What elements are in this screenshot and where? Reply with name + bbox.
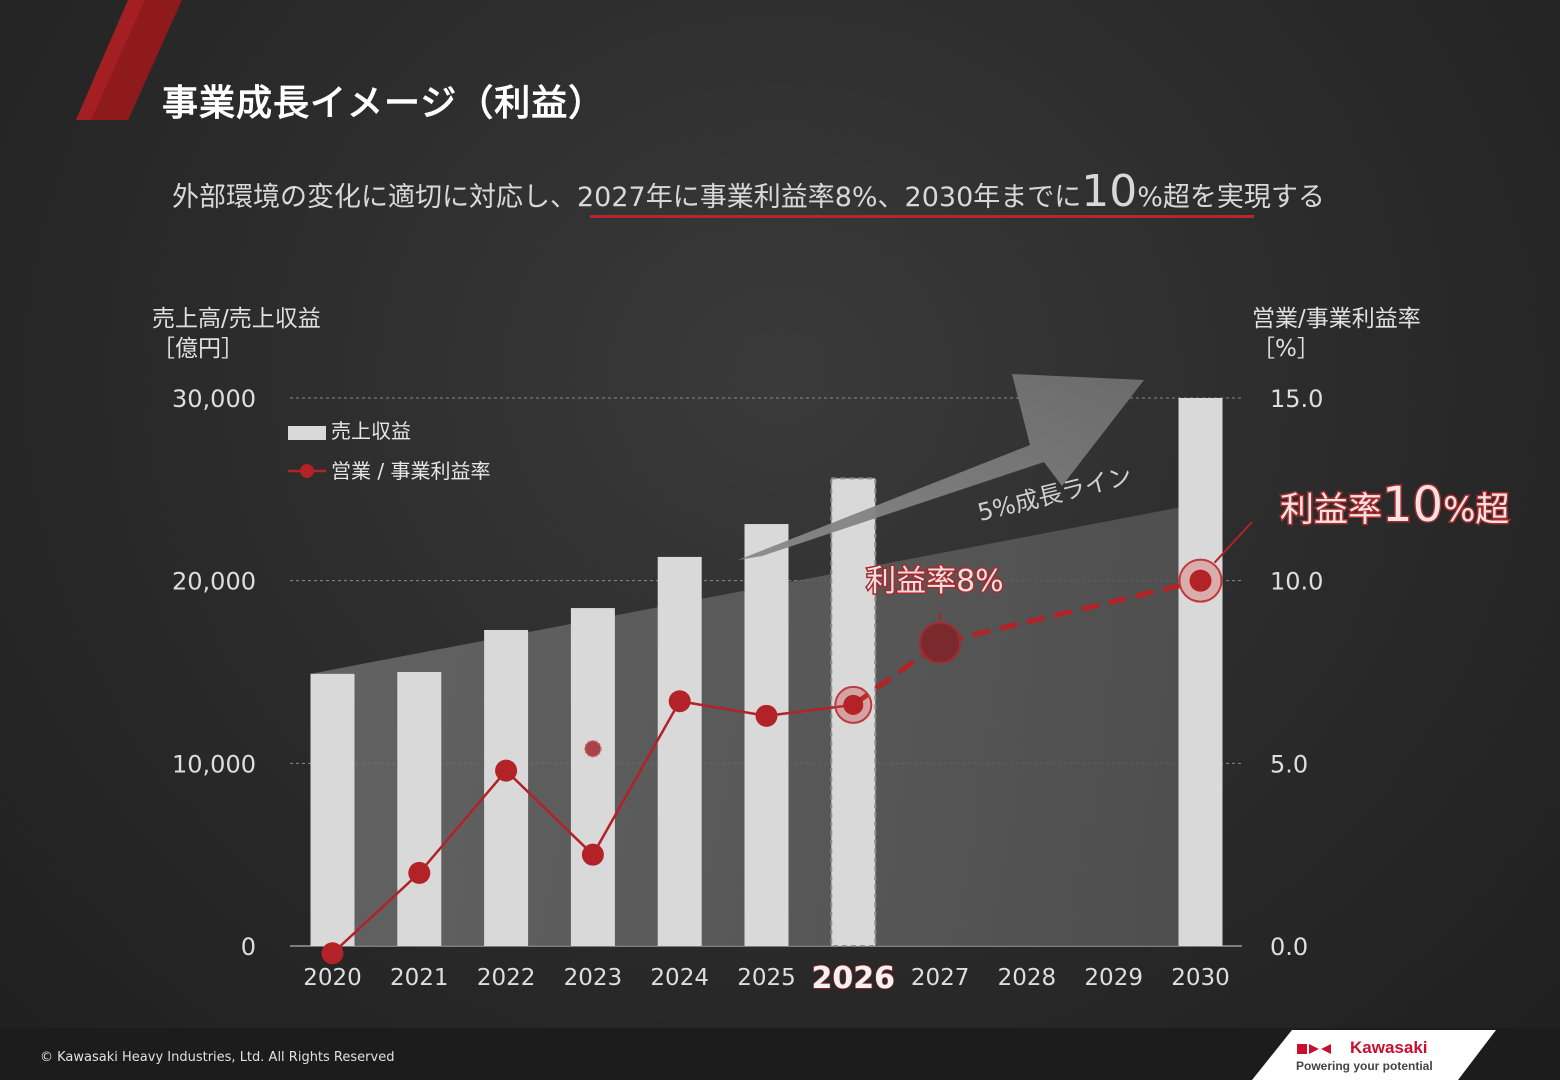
annotation-margin-8: 利益率8% (866, 564, 1004, 599)
legend-swatch-point (300, 464, 314, 478)
bar-2030 (1178, 398, 1223, 946)
y2-tick-label: 0.0 (1270, 933, 1308, 961)
point-2026 (843, 694, 864, 715)
annotation-margin-10-prefix: 利益率 (1280, 490, 1382, 530)
subtitle-suffix-underlined: %超 (1137, 182, 1190, 213)
annotation-margin-10: 利益率10%超 (1280, 477, 1509, 533)
point-2030 (1189, 569, 1212, 592)
x-tick-label-2025: 2025 (737, 965, 796, 991)
bar-2021 (397, 672, 442, 946)
x-tick-label-2020: 2020 (303, 965, 362, 991)
bar-2020 (310, 673, 355, 946)
legend-label-line: 営業 / 事業利益率 (331, 459, 490, 483)
subtitle-suffix: を実現する (1189, 182, 1325, 213)
x-tick-label-2024: 2024 (650, 965, 709, 991)
right-axis-title: 営業/事業利益率 ［%］ (1252, 304, 1421, 364)
bar-2025 (744, 524, 789, 946)
point-2024 (668, 690, 691, 713)
y-tick-label: 20,000 (172, 568, 256, 596)
kawasaki-river-mark-icon (1297, 1044, 1331, 1054)
point-2022 (495, 759, 518, 782)
annotation-margin-10-big: 10 (1382, 477, 1443, 533)
y-tick-label: 0 (241, 933, 256, 961)
point-2020 (321, 942, 344, 965)
legend-label-bar: 売上収益 (331, 419, 411, 443)
left-axis-title-text: 売上高/売上収益 (152, 306, 321, 332)
point-2025 (755, 704, 778, 727)
left-axis-unit: ［億円］ (152, 336, 244, 362)
subtitle-prefix: 外部環境の変化に適切に対応し、 (172, 182, 577, 213)
y-tick-label: 30,000 (172, 385, 256, 413)
x-tick-label-2022: 2022 (477, 965, 536, 991)
brand-logo: Kawasaki (1350, 1038, 1428, 1057)
x-tick-label-2021: 2021 (390, 965, 449, 991)
y2-tick-label: 15.0 (1270, 385, 1323, 413)
growth-arrow (738, 374, 1144, 560)
subtitle: 外部環境の変化に適切に対応し、 2027年に事業利益率8%、2030年までに 1… (172, 166, 1325, 217)
left-axis-title: 売上高/売上収益 ［億円］ (152, 304, 321, 364)
subtitle-highlight: 2027年に事業利益率8%、2030年までに (577, 182, 1082, 213)
outlier-marker-2023 (584, 739, 602, 758)
brand-tagline: Powering your potential (1296, 1059, 1433, 1073)
margin-line-target (851, 578, 1202, 707)
annotation-leader-2030 (1213, 521, 1253, 564)
page-title: 事業成長イメージ（利益） (162, 83, 606, 124)
x-tick-label-2030: 2030 (1171, 965, 1230, 991)
title-accent-slash (76, 0, 182, 120)
bar-2024 (657, 556, 702, 946)
x-tick-label-2026: 2026 (812, 961, 896, 996)
annotation-margin-10-suffix: %超 (1443, 490, 1509, 530)
logo-background (1252, 1030, 1496, 1080)
right-axis-unit: ［%］ (1252, 336, 1320, 362)
y-tick-label: 10,000 (172, 750, 256, 778)
x-tick-label-2029: 2029 (1084, 965, 1143, 991)
x-tick-label-2023: 2023 (564, 965, 623, 991)
x-tick-label-2027: 2027 (911, 965, 970, 991)
point-2021 (408, 861, 431, 884)
point-2023 (581, 843, 604, 866)
bar-2023 (570, 608, 615, 946)
profit-chart: 0 0.010,000 5.020,000 10.030,000 15.0 5%成長ライ… (172, 374, 1511, 997)
subtitle-big-number: 10 (1081, 166, 1138, 217)
right-axis-title-text: 営業/事業利益率 (1252, 306, 1421, 332)
y2-tick-label: 10.0 (1270, 568, 1323, 596)
y2-tick-label: 5.0 (1270, 750, 1308, 778)
point-2027 (919, 621, 962, 664)
copyright: © Kawasaki Heavy Industries, Ltd. All Ri… (40, 1050, 395, 1065)
x-tick-label-2028: 2028 (998, 965, 1057, 991)
subtitle-underline (590, 215, 1254, 218)
legend-swatch-bar (288, 426, 326, 440)
bar-outline-2026 (830, 477, 877, 947)
